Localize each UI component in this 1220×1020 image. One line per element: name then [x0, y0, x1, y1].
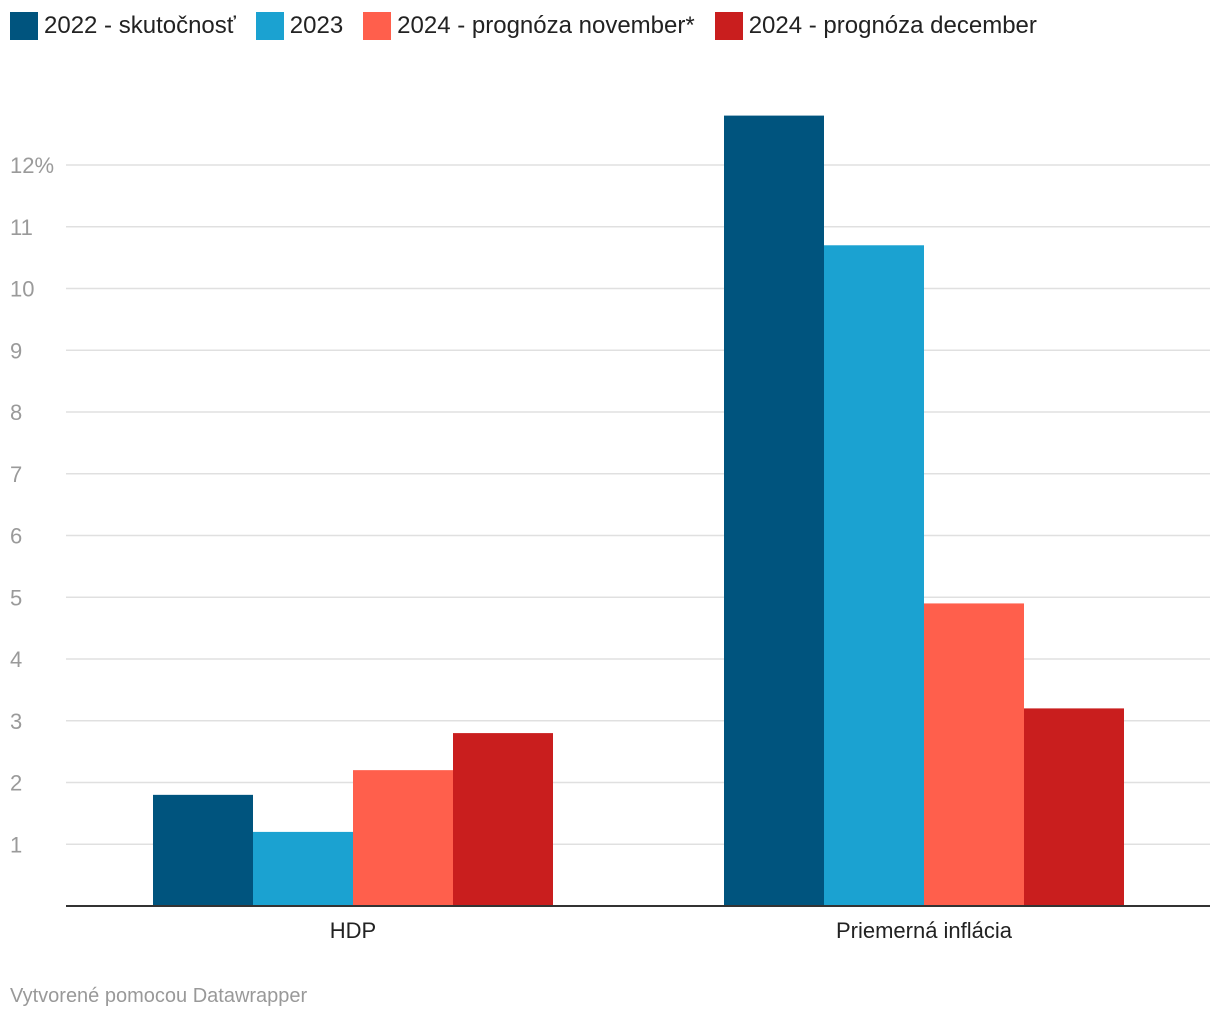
legend-label: 2023: [289, 12, 344, 39]
legend-swatch: [255, 12, 284, 40]
y-tick-label: 6: [10, 524, 22, 549]
legend-swatch: [363, 12, 392, 40]
x-axis-categories: HDP Priemerná inflácia: [330, 918, 1013, 943]
y-tick-label: 2: [10, 771, 22, 796]
legend-item-4: 2024 - prognóza december: [714, 12, 1037, 40]
y-tick-label: 12%: [10, 153, 54, 178]
footer-credit: Vytvorené pomocou Datawrapper: [10, 985, 308, 1007]
bar-inflacia-series-3: [924, 603, 1024, 906]
bar-hdp-series-1: [153, 794, 253, 906]
bar-inflacia-series-4: [1024, 708, 1124, 906]
bar-chart: 1 2 3 4 5 6 7 8 9 10 11 12% HDP Priemerná inflácia: [10, 115, 1210, 943]
x-category-label: Priemerná inflácia: [836, 918, 1013, 943]
legend-label: 2024 - prognóza november*: [397, 12, 695, 39]
legend: 2022 - skutočnosť 2023 2024 - prognóza nov…: [10, 10, 1057, 42]
legend-item-2: 2023: [255, 12, 344, 40]
gridlines: [66, 164, 1210, 845]
y-tick-label: 10: [10, 277, 34, 302]
legend-label: 2024 - prognóza december: [748, 12, 1037, 39]
y-tick-label: 7: [10, 462, 22, 487]
legend-swatch: [714, 12, 743, 40]
legend-label: 2022 - skutočnosť: [44, 12, 236, 39]
legend-swatch: [10, 12, 38, 40]
y-tick-label: 4: [10, 647, 22, 672]
y-tick-label: 5: [10, 585, 22, 610]
y-axis-ticks: 1 2 3 4 5 6 7 8 9 10 11 12%: [10, 153, 54, 857]
y-tick-label: 1: [10, 832, 22, 857]
bar-hdp-series-3: [353, 770, 453, 906]
bar-hdp-series-4: [453, 733, 553, 906]
x-category-label: HDP: [330, 918, 376, 943]
y-tick-label: 9: [10, 338, 22, 363]
legend-item-1: 2022 - skutočnosť: [10, 12, 236, 40]
y-tick-label: 11: [10, 215, 33, 240]
bar-inflacia-series-2: [824, 245, 924, 906]
y-tick-label: 8: [10, 400, 22, 425]
y-tick-label: 3: [10, 709, 22, 734]
bars: [153, 115, 1124, 907]
bar-hdp-series-2: [253, 831, 353, 906]
legend-item-3: 2024 - prognóza november*: [363, 12, 695, 40]
bar-inflacia-series-1: [724, 115, 824, 907]
